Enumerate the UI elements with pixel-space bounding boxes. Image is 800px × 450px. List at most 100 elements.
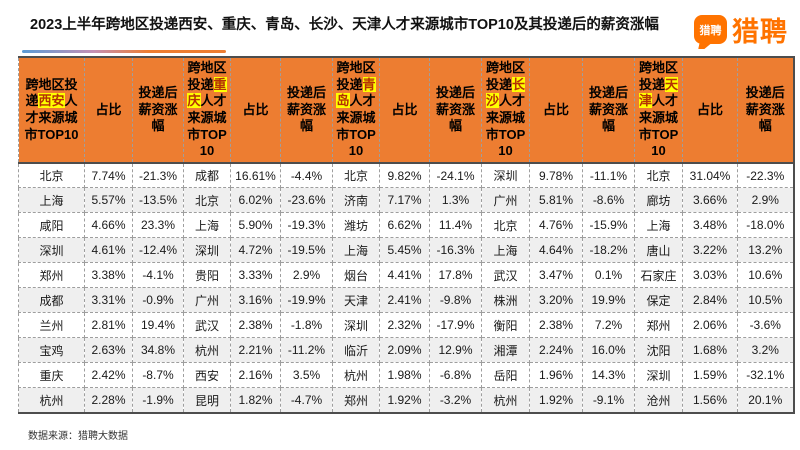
salary-change-cell: -0.9% [132,287,184,314]
share-cell: 2.38% [230,312,281,339]
source-city-cell: 济南 [332,187,380,214]
liepin-logo-icon: 猎聘 [694,15,727,44]
share-cell: 4.76% [529,212,583,239]
source-city-cell: 武汉 [183,312,231,339]
table-row: 郑州 3.38% -4.1% 贵阳 3.33% 2.9% 烟台 4.41% 17.8% 武汉 3.4… [18,262,794,289]
group-header-prefix: 跨地区投递 [485,60,525,92]
share-cell: 2.32% [379,312,430,339]
share-cell: 31.04% [682,162,738,189]
data-source-note: 数据来源：猎聘大数据 [28,431,128,442]
share-cell: 2.63% [84,337,133,364]
share-cell: 1.92% [529,387,583,414]
share-cell: 2.41% [379,287,430,314]
share-cell: 1.82% [230,387,281,414]
source-city-cell: 兰州 [18,312,85,339]
source-city-cell: 廊坊 [634,187,683,214]
share-header-xian: 占比 [84,56,133,164]
share-cell: 1.92% [379,387,430,414]
share-header-chongqing: 占比 [230,56,281,164]
salary-change-cell: 17.8% [429,262,482,289]
source-city-cell: 深圳 [332,312,380,339]
table-row: 重庆 2.42% -8.7% 西安 2.16% 3.5% 杭州 1.98% -6.8% 岳阳 1.9… [18,362,794,389]
salary-change-cell: 13.2% [737,237,794,264]
group-header-prefix: 跨地区投递 [25,76,78,109]
group-header-changsha: 跨地区投递长沙人才来源城市TOP10 [481,56,530,164]
share-cell: 2.42% [84,362,133,389]
salary-change-cell: 1.3% [429,187,482,214]
share-cell: 3.38% [84,262,133,289]
salary-change-cell: 10.5% [737,287,794,314]
source-city-cell: 北京 [634,162,683,189]
share-cell: 3.31% [84,287,133,314]
share-cell: 2.38% [529,312,583,339]
group-header-chongqing: 跨地区投递重庆人才来源城市TOP10 [183,56,231,164]
share-cell: 1.98% [379,362,430,389]
share-cell: 2.24% [529,337,583,364]
salary-change-cell: -19.5% [280,237,333,264]
salary-change-cell: -19.3% [280,212,333,239]
group-header-prefix: 跨地区投递 [187,60,227,92]
salary-change-cell: -16.3% [429,237,482,264]
salary-change-cell: -8.7% [132,362,184,389]
source-city-cell: 宝鸡 [18,337,85,364]
source-city-cell: 潍坊 [332,212,380,239]
group-header-qingdao: 跨地区投递青岛人才来源城市TOP10 [332,56,380,164]
source-city-cell: 上海 [183,212,231,239]
source-city-cell: 上海 [481,237,530,264]
share-cell: 5.81% [529,187,583,214]
salary-change-header-changsha: 投递后薪资涨幅 [582,56,635,164]
salary-change-header-xian: 投递后薪资涨幅 [132,56,184,164]
salary-change-cell: -19.9% [280,287,333,314]
source-city-cell: 北京 [332,162,380,189]
source-city-cell: 杭州 [18,387,85,414]
share-header-changsha: 占比 [529,56,583,164]
source-city-cell: 保定 [634,287,683,314]
salary-change-cell: 2.9% [737,187,794,214]
source-city-cell: 北京 [18,162,85,189]
source-city-cell: 深圳 [183,237,231,264]
salary-change-cell: -21.3% [132,162,184,189]
salary-change-cell: 23.3% [132,212,184,239]
salary-change-cell: 34.8% [132,337,184,364]
source-city-cell: 杭州 [481,387,530,414]
share-cell: 5.57% [84,187,133,214]
salary-change-cell: -11.1% [582,162,635,189]
table-body: 北京 7.74% -21.3% 成都 16.61% -4.4% 北京 9.82% -24.1% 深… [18,162,794,414]
source-city-cell: 上海 [634,212,683,239]
share-cell: 4.66% [84,212,133,239]
source-city-cell: 天津 [332,287,380,314]
source-city-cell: 成都 [183,162,231,189]
source-city-cell: 深圳 [634,362,683,389]
source-city-cell: 沧州 [634,387,683,414]
source-city-cell: 湘潭 [481,337,530,364]
share-cell: 9.78% [529,162,583,189]
salary-change-cell: -4.7% [280,387,333,414]
liepin-logo-icon-text: 猎聘 [699,24,722,37]
share-header-tianjin: 占比 [682,56,738,164]
table-row: 深圳 4.61% -12.4% 深圳 4.72% -19.5% 上海 5.45% -16.3% 上… [18,237,794,264]
salary-change-cell: -32.1% [737,362,794,389]
group-header-suffix: 人才来源城市TOP10 [485,93,526,159]
source-city-cell: 株洲 [481,287,530,314]
source-city-cell: 深圳 [18,237,85,264]
salary-change-cell: -4.1% [132,262,184,289]
salary-change-cell: -4.4% [280,162,333,189]
share-cell: 6.62% [379,212,430,239]
salary-change-cell: 19.4% [132,312,184,339]
share-cell: 3.16% [230,287,281,314]
table-row: 宝鸡 2.63% 34.8% 杭州 2.21% -11.2% 临沂 2.09% 12.9% 湘潭 2… [18,337,794,364]
salary-change-cell: 10.6% [737,262,794,289]
salary-change-cell: 2.9% [280,262,333,289]
page-title: 2023上半年跨地区投递西安、重庆、青岛、长沙、天津人才来源城市TOP10及其投… [30,17,659,33]
table-row: 上海 5.57% -13.5% 北京 6.02% -23.6% 济南 7.17% 1.3% 广州 5… [18,187,794,214]
share-cell: 2.81% [84,312,133,339]
salary-change-cell: 0.1% [582,262,635,289]
source-city-cell: 临沂 [332,337,380,364]
share-cell: 4.41% [379,262,430,289]
salary-change-cell: -9.8% [429,287,482,314]
salary-change-cell: -3.2% [429,387,482,414]
top10-table: 跨地区投递西安人才来源城市TOP10 占比 投递后薪资涨幅 跨地区投递重庆人才来源城市… [18,56,795,414]
liepin-logo-wordmark: 猎聘 [732,17,788,47]
table-row: 兰州 2.81% 19.4% 武汉 2.38% -1.8% 深圳 2.32% -17.9% 衡阳 2… [18,312,794,339]
source-city-cell: 郑州 [18,262,85,289]
